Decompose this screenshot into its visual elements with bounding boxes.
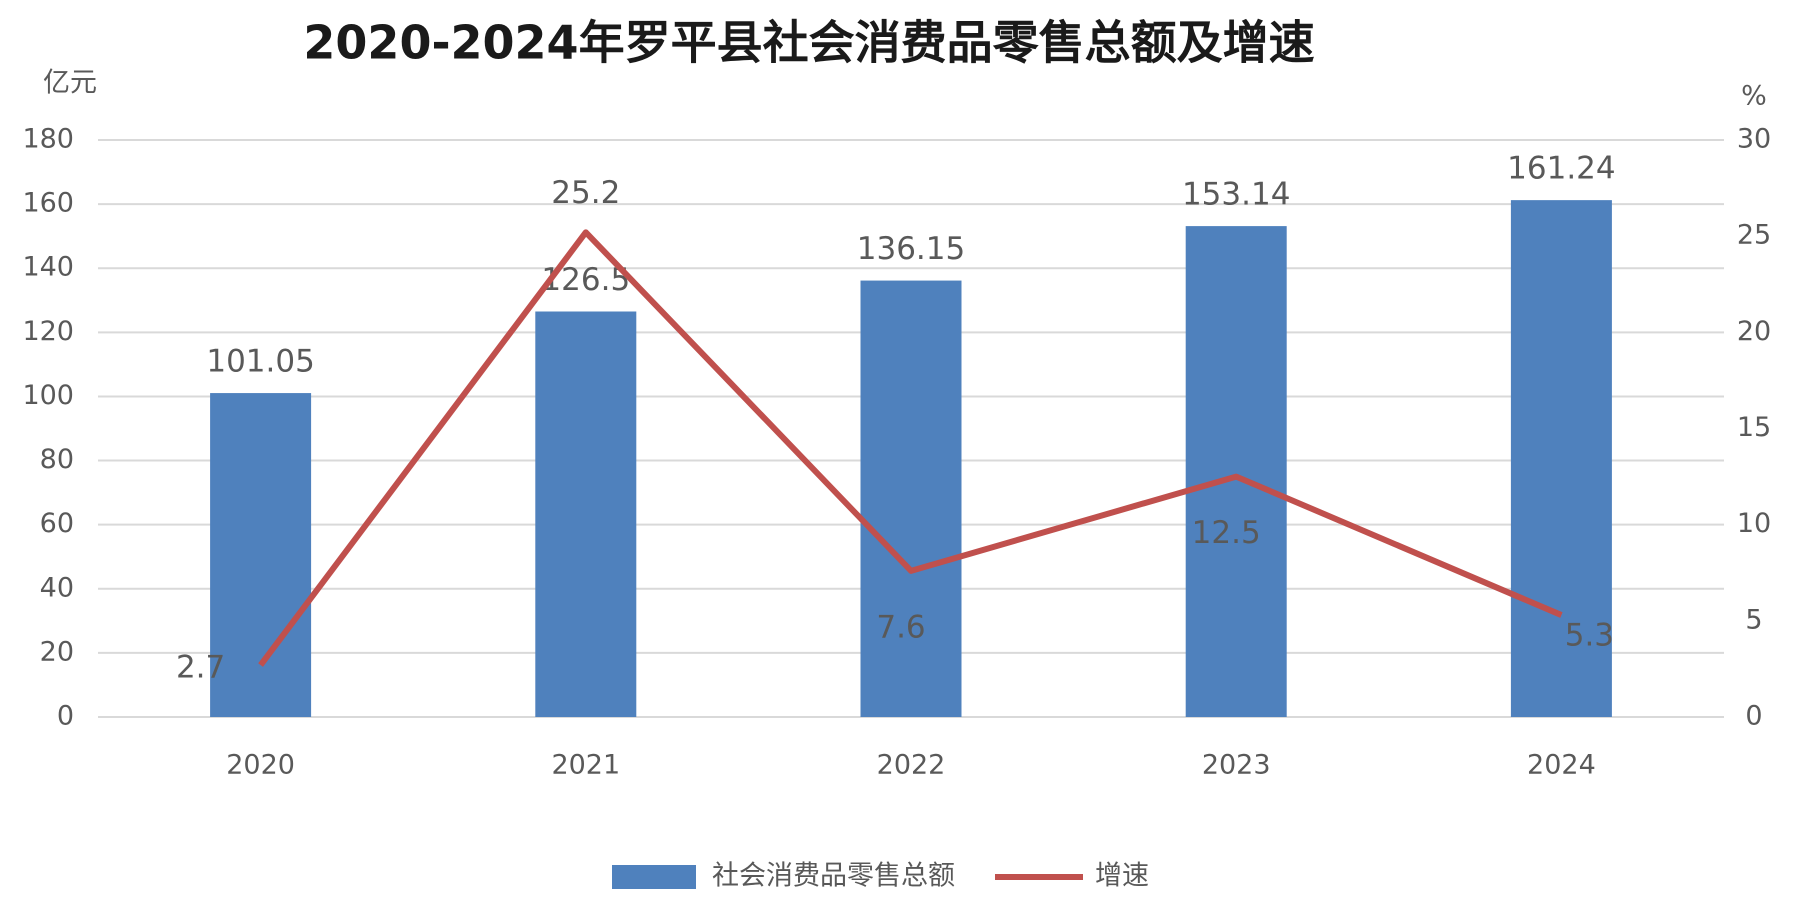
x-tick-label: 2022 [877, 750, 946, 781]
x-tick-label: 2021 [551, 750, 620, 781]
x-tick-label: 2024 [1527, 750, 1596, 781]
y-tick-label: 120 [22, 316, 74, 347]
y-tick-label: 140 [22, 252, 74, 283]
data-label: 101.05 [206, 344, 314, 380]
y-tick-label: 180 [22, 124, 74, 155]
chart-title: 2020-2024年罗平县社会消费品零售总额及增速 [303, 16, 1314, 70]
data-label: 136.15 [857, 231, 965, 267]
y-tick-label: 160 [22, 188, 74, 219]
data-label: 25.2 [551, 175, 620, 211]
legend-label: 社会消费品零售总额 [712, 861, 955, 892]
y-tick-label: 60 [40, 508, 74, 539]
y-tick-label: 20 [40, 636, 74, 667]
bar [1510, 200, 1612, 717]
y2-tick-label: 5 [1745, 604, 1762, 635]
data-label: 161.24 [1507, 151, 1615, 187]
y2-axis-label: % [1741, 81, 1767, 112]
y-tick-label: 0 [57, 701, 74, 732]
y2-tick-label: 15 [1737, 412, 1771, 443]
y2-tick-label: 30 [1737, 124, 1771, 155]
y2-tick-label: 10 [1737, 508, 1771, 539]
y-tick-label: 40 [40, 572, 74, 603]
line [258, 229, 1563, 667]
data-label: 12.5 [1192, 515, 1261, 551]
x-tick-label: 2020 [226, 750, 295, 781]
data-label: 5.3 [1565, 618, 1614, 654]
legend-swatch [612, 865, 696, 889]
y-tick-label: 80 [40, 444, 74, 475]
bar [535, 311, 637, 717]
legend-label: 增速 [1095, 861, 1149, 892]
data-label: 2.7 [176, 650, 225, 686]
bar [860, 280, 962, 717]
data-label: 153.14 [1182, 177, 1290, 213]
y-axis-label: 亿元 [43, 68, 97, 99]
bar [1185, 226, 1287, 717]
y2-tick-label: 0 [1745, 701, 1762, 732]
y2-tick-label: 25 [1737, 220, 1771, 251]
y2-tick-label: 20 [1737, 316, 1771, 347]
y-tick-label: 100 [22, 380, 74, 411]
x-tick-label: 2023 [1202, 750, 1271, 781]
data-label: 7.6 [876, 609, 925, 645]
